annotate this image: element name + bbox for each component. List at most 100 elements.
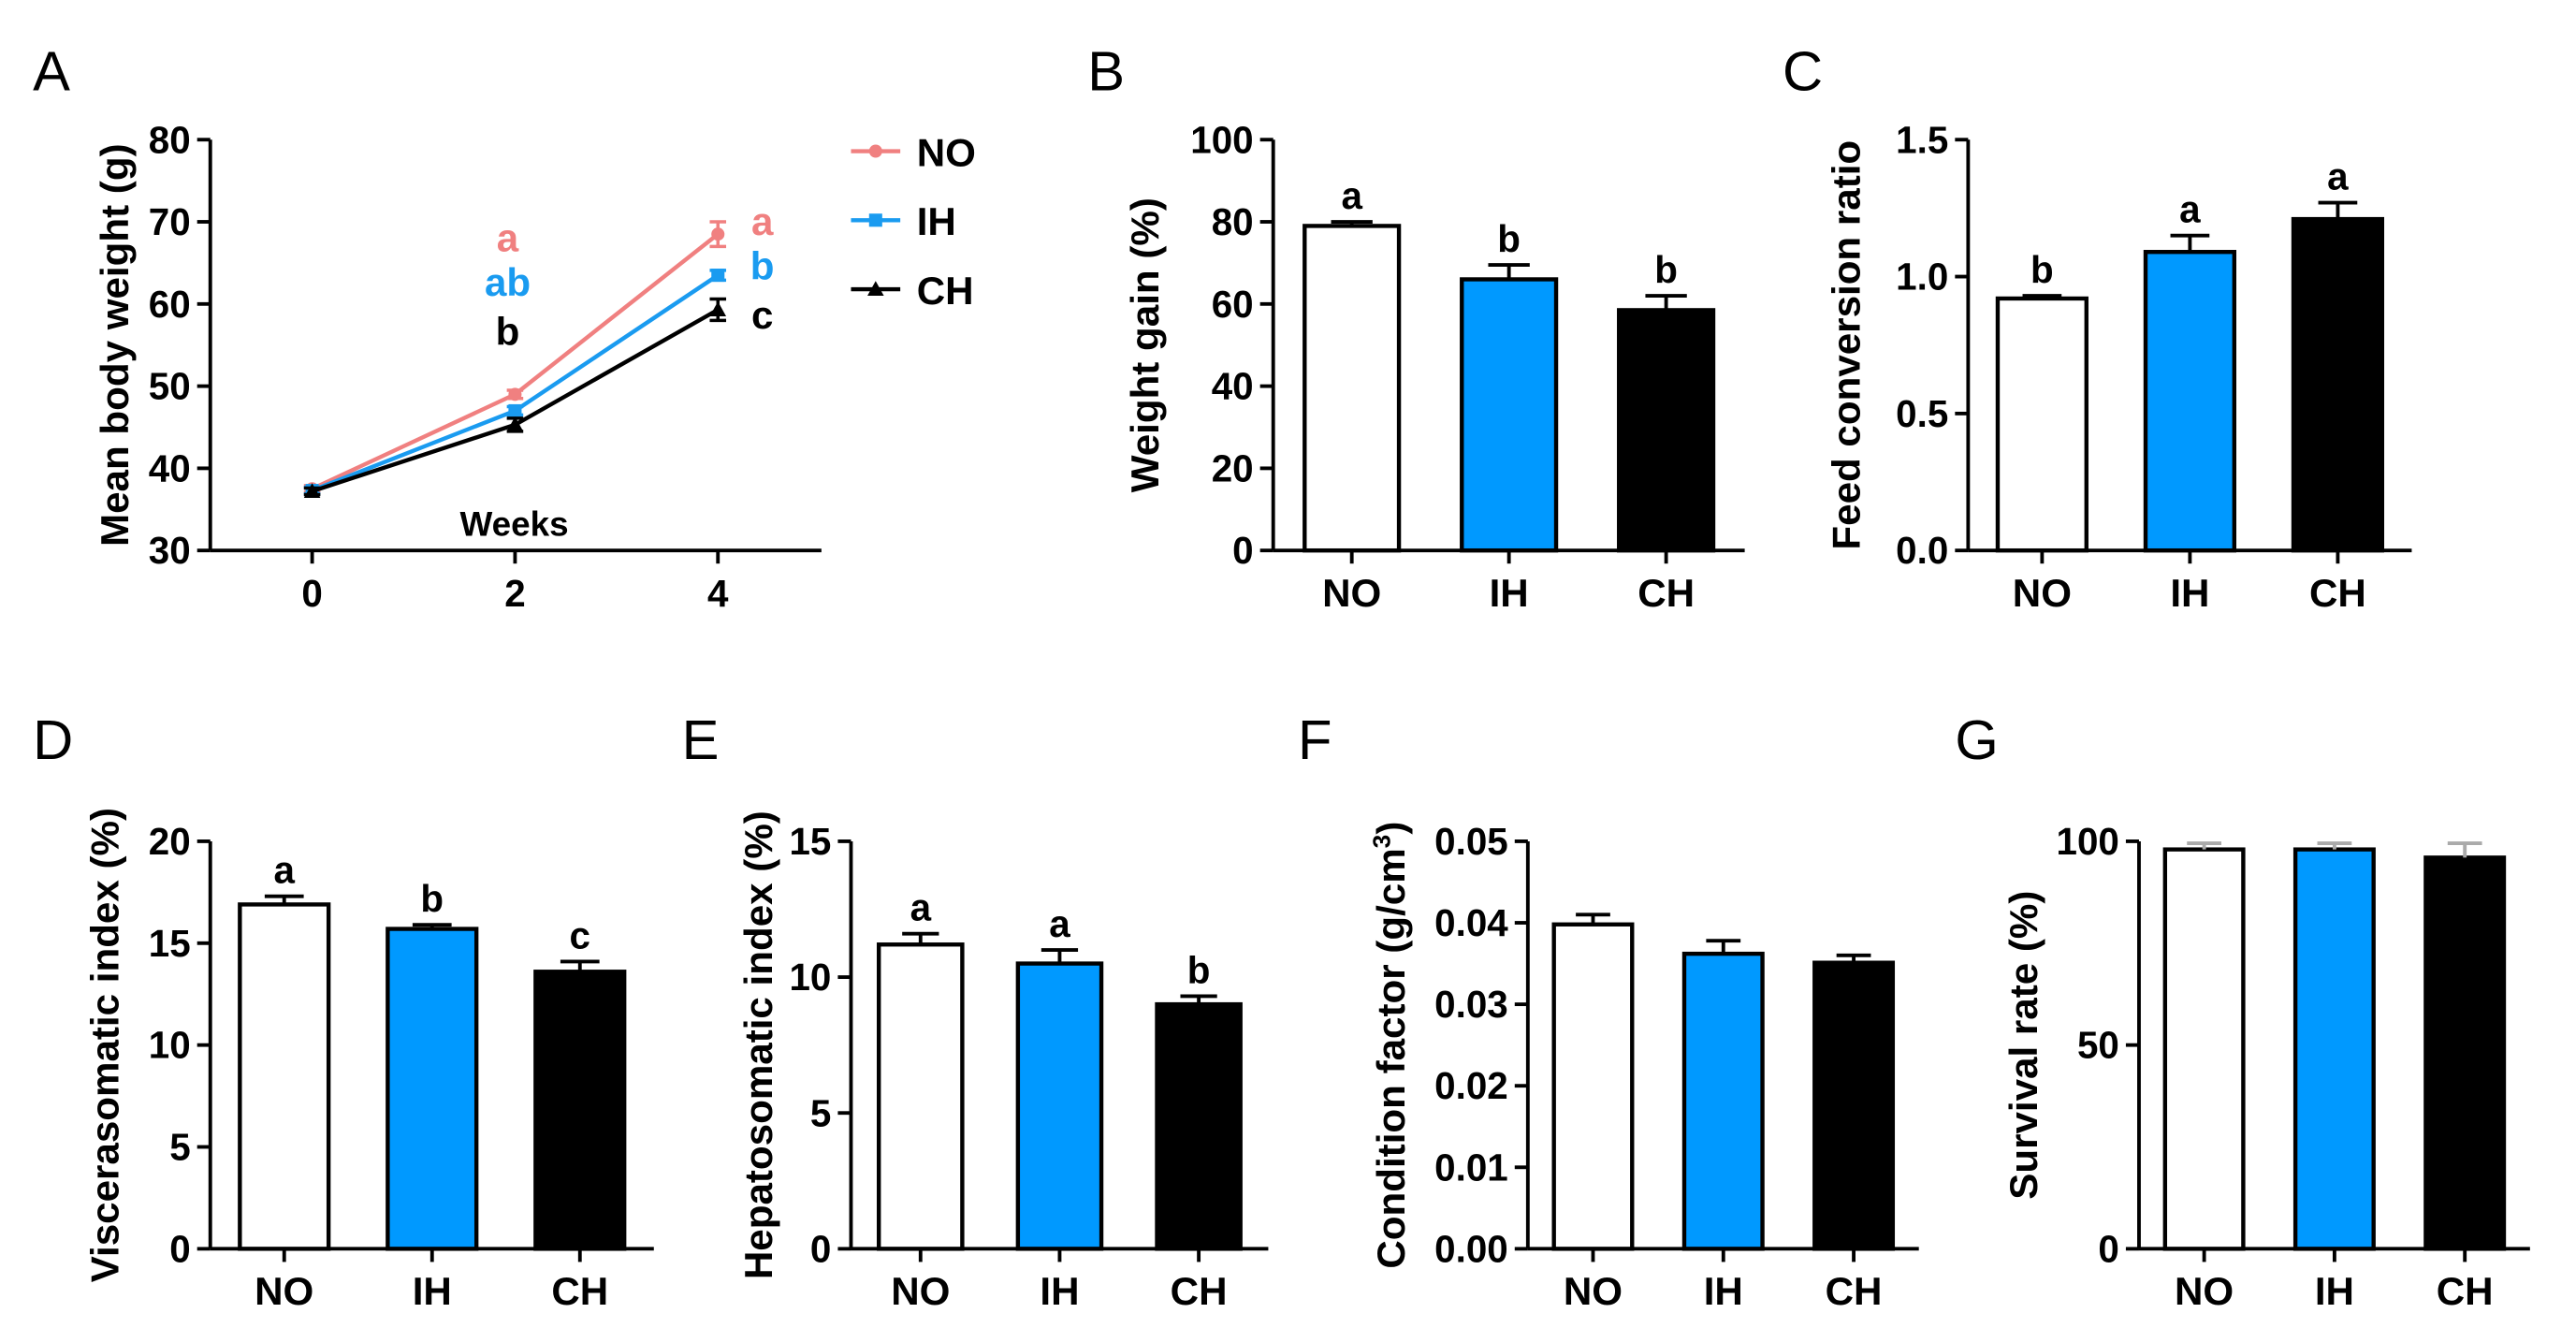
- bar-ch: [533, 970, 627, 1251]
- y-axis-label-text: Viscerasomatic index (%): [82, 808, 126, 1282]
- data-point-ch: [506, 416, 524, 431]
- y-tick-label: 0.02: [1434, 1064, 1508, 1107]
- y-axis-label: Survival rate (%): [2001, 891, 2045, 1200]
- legend-marker-ih: [868, 213, 882, 227]
- x-tick-label-ch: CH: [2437, 1269, 2494, 1313]
- x-tick-label: 2: [504, 572, 525, 615]
- x-tick-label-no: NO: [2175, 1269, 2234, 1313]
- x-tick-label-ch: CH: [1171, 1269, 1228, 1313]
- bar-no: [877, 942, 965, 1251]
- x-tick-label-ch: CH: [2309, 571, 2366, 615]
- y-tick-label: 10: [789, 956, 831, 999]
- y-tick-label: 0: [2098, 1227, 2118, 1270]
- y-axis-label: Feed conversion ratio: [1824, 140, 1868, 550]
- y-tick-label: 0.0: [1896, 529, 1948, 572]
- y-tick-label: 60: [1212, 283, 1254, 326]
- bar-ih: [1681, 951, 1765, 1251]
- y-tick-label: 60: [149, 283, 191, 326]
- x-tick-label-ih: IH: [2315, 1269, 2354, 1313]
- panel-f: F Condition factor (g/cm3) 0.00 0.01 0.02 0.0…: [1298, 708, 1919, 1313]
- y-tick-label: 0.5: [1896, 392, 1948, 435]
- x-tick-label-ih: IH: [2170, 571, 2209, 615]
- y-axis-label-text: Feed conversion ratio: [1824, 140, 1868, 550]
- legend-label-ch: CH: [917, 269, 974, 313]
- legend-label-no: NO: [917, 130, 976, 174]
- x-tick-label-ch: CH: [1826, 1269, 1883, 1313]
- panel-letter: D: [33, 708, 73, 771]
- y-tick-label: 30: [149, 529, 191, 572]
- y-tick-label: 0.04: [1434, 901, 1508, 944]
- significance-letter-week2: ab: [485, 260, 531, 304]
- significance-letter-ch: c: [570, 913, 590, 956]
- legend-marker-no: [868, 144, 882, 158]
- bar-no: [238, 902, 331, 1251]
- y-tick-label: 100: [2057, 820, 2119, 863]
- significance-letter-ch: b: [1187, 948, 1211, 991]
- data-point-ih: [508, 403, 522, 417]
- significance-letter-ch: a: [2327, 154, 2349, 197]
- y-tick-label: 80: [1212, 200, 1254, 243]
- x-tick-label-no: NO: [1322, 571, 1381, 615]
- significance-letter-week2: b: [496, 310, 520, 354]
- legend-label-ih: IH: [917, 199, 956, 243]
- panel-b: B Weight gain (%) 0 20 40 60 80 100 NO a IH b CH b: [1087, 40, 1745, 615]
- y-tick-label: 15: [789, 820, 831, 863]
- y-tick-label: 0: [1232, 529, 1253, 572]
- y-axis-label-text: Weight gain (%): [1123, 197, 1167, 492]
- y-axis-label-text: Hepatosomatic index (%): [736, 810, 780, 1279]
- y-tick-label: 0.01: [1434, 1146, 1508, 1189]
- x-tick-label-ih: IH: [1040, 1269, 1079, 1313]
- y-axis-label-text: Condition factor (g/cm: [1369, 848, 1413, 1268]
- bar-no: [1551, 922, 1635, 1251]
- panel-e: E Hepatosomatic index (%) 0 5 10 15 NO a IH a CH b: [682, 708, 1269, 1313]
- y-tick-label: 40: [1212, 365, 1254, 408]
- y-tick-label: 0.03: [1434, 983, 1508, 1026]
- data-point-ch: [303, 483, 321, 498]
- panel-letter: F: [1298, 708, 1332, 771]
- x-tick-label-ch: CH: [1637, 571, 1695, 615]
- y-tick-label: 0: [169, 1227, 190, 1270]
- y-tick-label: 70: [149, 200, 191, 243]
- bar-ih: [1460, 277, 1559, 553]
- y-axis-label-text: Mean body weight (g): [93, 143, 137, 547]
- x-tick-label-ih: IH: [1704, 1269, 1743, 1313]
- y-axis-label-text: Survival rate (%): [2001, 891, 2045, 1200]
- significance-letter-no: a: [274, 849, 296, 892]
- bar-ch: [1617, 308, 1716, 553]
- y-tick-label: 100: [1190, 118, 1253, 161]
- bar-no: [2162, 847, 2246, 1251]
- panel-letter: B: [1087, 40, 1125, 103]
- x-tick-label-ih: IH: [1490, 571, 1529, 615]
- y-axis-label: Hepatosomatic index (%): [736, 810, 780, 1279]
- data-point-no: [711, 227, 725, 241]
- panel-letter: C: [1783, 40, 1823, 103]
- significance-letter-week4: a: [751, 199, 774, 243]
- significance-letter-no: b: [2030, 248, 2054, 291]
- x-tick-label-ih: IH: [413, 1269, 452, 1313]
- y-axis-label: Weight gain (%): [1123, 197, 1167, 492]
- x-tick-label: 0: [301, 572, 322, 615]
- panel-letter: G: [1955, 708, 1998, 771]
- y-tick-label: 0.00: [1434, 1227, 1508, 1270]
- bar-no: [1995, 296, 2088, 553]
- significance-letter-ih: b: [1497, 217, 1521, 260]
- x-tick-label-no: NO: [2013, 571, 2072, 615]
- x-tick-label: 4: [707, 572, 729, 615]
- y-tick-label: 40: [149, 446, 191, 489]
- y-tick-label: 50: [149, 365, 191, 408]
- bar-ch: [1812, 960, 1896, 1251]
- significance-letter-week4: b: [750, 243, 775, 287]
- data-point-ch: [709, 301, 727, 316]
- significance-letter-no: a: [1341, 174, 1362, 217]
- y-tick-label: 20: [149, 820, 191, 863]
- series-line-ih: [311, 273, 720, 493]
- bar-ch: [1155, 1001, 1243, 1251]
- x-tick-label-no: NO: [891, 1269, 950, 1313]
- significance-letter-ih: b: [420, 877, 444, 920]
- y-axis-label: Mean body weight (g): [93, 143, 137, 547]
- y-tick-label: 0.05: [1434, 820, 1508, 863]
- panel-letter: E: [682, 708, 720, 771]
